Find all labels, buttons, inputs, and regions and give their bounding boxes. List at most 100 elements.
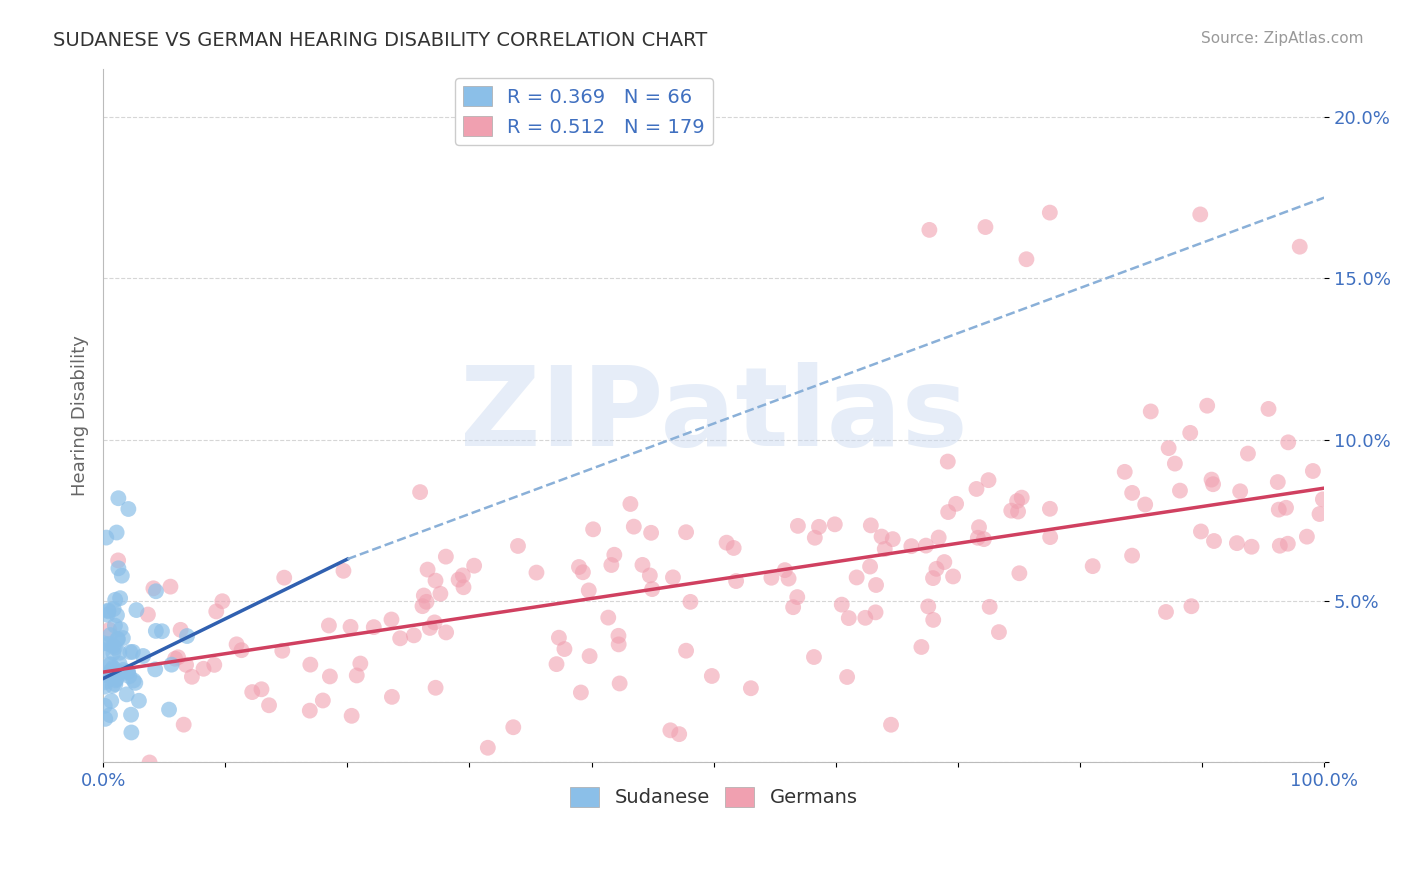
- Point: [111, 568, 134, 582]
- Point: [124, 676, 146, 690]
- Point: [107, 491, 129, 506]
- Point: [104, 592, 127, 607]
- Point: [120, 725, 142, 739]
- Point: [936, 505, 959, 519]
- Point: [1005, 494, 1028, 508]
- Point: [925, 562, 948, 576]
- Point: [100, 694, 122, 708]
- Point: [915, 539, 938, 553]
- Point: [1139, 404, 1161, 418]
- Point: [110, 622, 132, 636]
- Point: [1154, 605, 1177, 619]
- Point: [1277, 435, 1299, 450]
- Point: [966, 531, 988, 545]
- Point: [572, 566, 595, 580]
- Point: [1168, 483, 1191, 498]
- Point: [120, 645, 142, 659]
- Point: [100, 657, 122, 672]
- Point: [1180, 425, 1202, 440]
- Point: [824, 517, 846, 532]
- Point: [859, 518, 882, 533]
- Point: [1164, 457, 1187, 471]
- Point: [111, 631, 134, 645]
- Point: [165, 651, 187, 665]
- Point: [1229, 484, 1251, 499]
- Point: [936, 454, 959, 468]
- Point: [679, 595, 702, 609]
- Point: [105, 667, 128, 681]
- Point: [150, 624, 173, 639]
- Point: [641, 582, 664, 596]
- Point: [700, 669, 723, 683]
- Point: [977, 473, 1000, 487]
- Point: [761, 571, 783, 585]
- Point: [1121, 486, 1143, 500]
- Point: [1308, 507, 1330, 521]
- Point: [94, 668, 117, 682]
- Point: [339, 620, 361, 634]
- Point: [108, 665, 131, 679]
- Point: [506, 539, 529, 553]
- Point: [865, 605, 887, 619]
- Point: [638, 568, 661, 582]
- Point: [502, 720, 524, 734]
- Point: [1015, 252, 1038, 267]
- Point: [402, 628, 425, 642]
- Point: [942, 569, 965, 583]
- Point: [136, 607, 159, 622]
- Point: [778, 572, 800, 586]
- Point: [1197, 399, 1219, 413]
- Point: [434, 625, 457, 640]
- Point: [740, 681, 762, 696]
- Point: [93, 675, 115, 690]
- Point: [1277, 537, 1299, 551]
- Point: [98, 657, 121, 672]
- Point: [107, 561, 129, 575]
- Point: [922, 571, 945, 585]
- Point: [101, 679, 124, 693]
- Point: [299, 657, 322, 672]
- Point: [240, 685, 263, 699]
- Point: [1007, 504, 1029, 518]
- Point: [117, 665, 139, 679]
- Point: [578, 583, 600, 598]
- Point: [332, 564, 354, 578]
- Point: [128, 694, 150, 708]
- Point: [979, 599, 1001, 614]
- Point: [380, 613, 402, 627]
- Point: [340, 708, 363, 723]
- Point: [987, 625, 1010, 640]
- Point: [94, 698, 117, 713]
- Point: [112, 663, 135, 677]
- Point: [631, 558, 654, 572]
- Point: [319, 669, 342, 683]
- Point: [1240, 540, 1263, 554]
- Point: [94, 712, 117, 726]
- Point: [600, 558, 623, 572]
- Point: [107, 553, 129, 567]
- Point: [1312, 492, 1334, 507]
- Point: [945, 497, 967, 511]
- Point: [419, 621, 441, 635]
- Point: [298, 704, 321, 718]
- Point: [416, 563, 439, 577]
- Point: [104, 640, 127, 655]
- Point: [318, 618, 340, 632]
- Point: [609, 676, 631, 690]
- Point: [104, 677, 127, 691]
- Point: [1288, 240, 1310, 254]
- Point: [1000, 503, 1022, 517]
- Point: [662, 570, 685, 584]
- Point: [782, 600, 804, 615]
- Point: [411, 599, 433, 614]
- Point: [1202, 477, 1225, 491]
- Point: [447, 573, 470, 587]
- Point: [910, 640, 932, 654]
- Point: [429, 587, 451, 601]
- Point: [838, 611, 860, 625]
- Point: [167, 650, 190, 665]
- Point: [117, 502, 139, 516]
- Point: [108, 591, 131, 606]
- Point: [273, 571, 295, 585]
- Point: [1157, 441, 1180, 455]
